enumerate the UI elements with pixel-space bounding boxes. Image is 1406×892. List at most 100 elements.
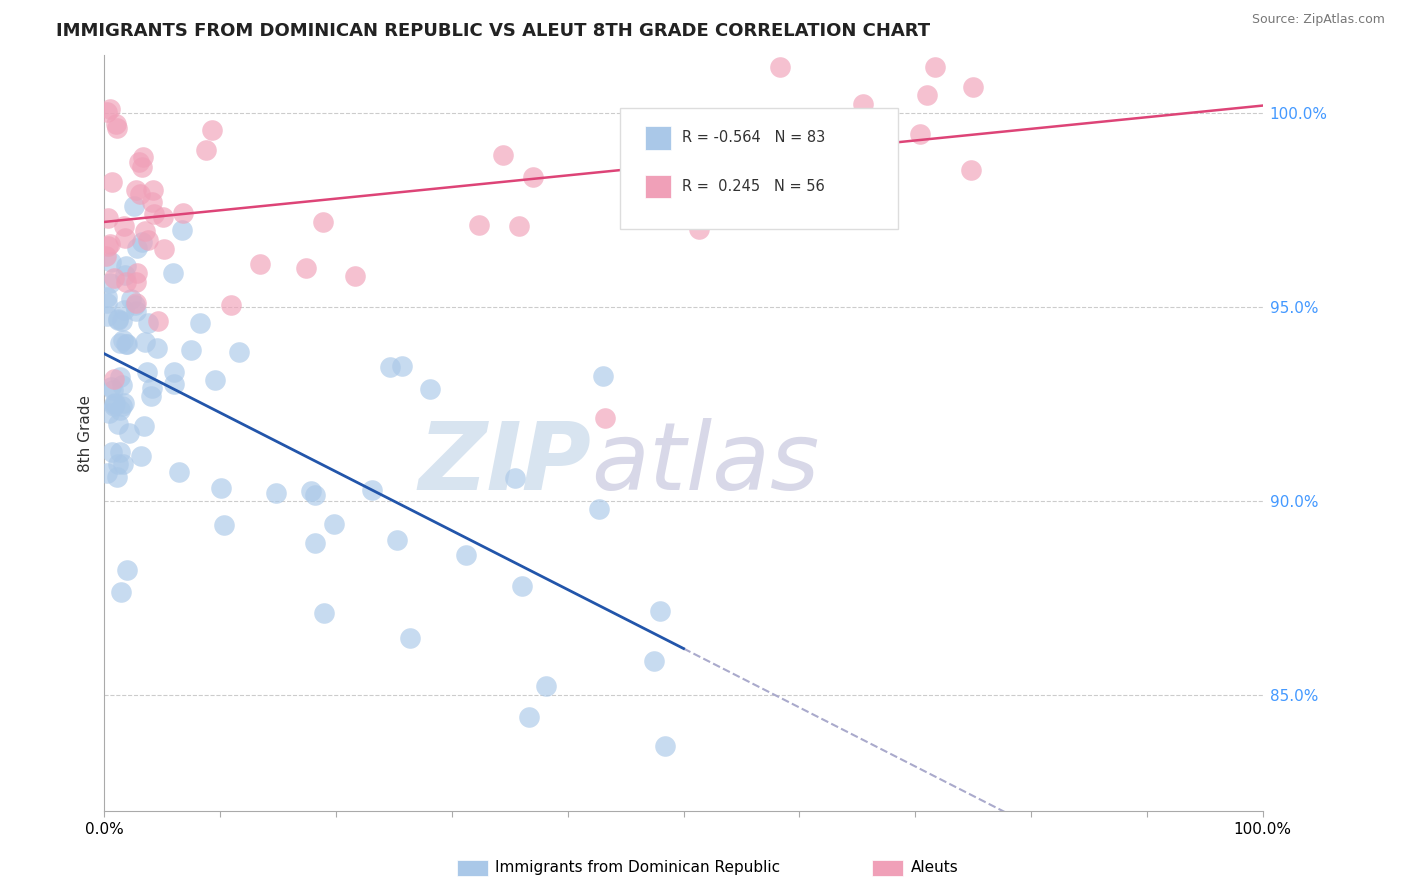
Point: [592, 368, 614, 383]
Y-axis label: 8th Grade: 8th Grade: [79, 395, 93, 472]
Point: [101, 445, 124, 459]
Point: [125, 275, 148, 289]
Point: [134, 224, 156, 238]
Point: [112, 333, 135, 347]
Point: [96, 467, 118, 481]
Point: [188, 317, 211, 331]
Point: [103, 397, 125, 411]
Point: [294, 260, 316, 275]
Point: [299, 484, 322, 499]
Point: [152, 210, 174, 224]
Text: Source: ZipAtlas.com: Source: ZipAtlas.com: [1251, 13, 1385, 27]
Point: [114, 231, 136, 245]
Point: [665, 111, 688, 125]
Point: [94, 249, 117, 263]
Point: [593, 410, 616, 425]
Point: [111, 314, 134, 328]
Point: [98, 237, 121, 252]
Point: [360, 483, 382, 497]
Point: [456, 548, 478, 562]
Point: [124, 298, 146, 312]
Point: [103, 384, 125, 398]
Point: [170, 222, 193, 236]
Text: ZIP: ZIP: [418, 417, 591, 509]
Point: [108, 445, 131, 459]
Point: [219, 298, 242, 312]
Point: [100, 380, 122, 394]
Point: [131, 235, 153, 249]
Point: [959, 163, 981, 178]
Bar: [645, 175, 671, 198]
Point: [112, 219, 135, 233]
Point: [115, 276, 138, 290]
Text: IMMIGRANTS FROM DOMINICAN REPUBLIC VS ALEUT 8TH GRADE CORRELATION CHART: IMMIGRANTS FROM DOMINICAN REPUBLIC VS AL…: [56, 22, 931, 40]
Point: [128, 186, 150, 201]
Point: [141, 194, 163, 209]
Point: [522, 169, 544, 184]
Point: [105, 117, 128, 131]
Point: [204, 373, 226, 387]
Point: [503, 471, 526, 485]
Point: [852, 97, 875, 112]
Point: [419, 382, 441, 396]
Point: [468, 218, 491, 232]
Point: [112, 396, 135, 410]
Point: [98, 102, 121, 116]
Point: [304, 536, 326, 550]
Point: [134, 334, 156, 349]
Point: [117, 563, 139, 577]
Point: [96, 105, 118, 120]
Text: R = -0.564   N = 83: R = -0.564 N = 83: [682, 130, 825, 145]
Point: [114, 303, 136, 318]
Point: [304, 488, 326, 502]
Point: [96, 290, 118, 304]
Point: [311, 215, 333, 229]
Point: [131, 160, 153, 174]
Point: [699, 194, 721, 208]
Point: [643, 654, 665, 668]
Point: [146, 314, 169, 328]
Point: [167, 465, 190, 479]
Point: [141, 381, 163, 395]
Point: [108, 335, 131, 350]
Point: [122, 199, 145, 213]
Point: [172, 206, 194, 220]
Point: [110, 585, 132, 599]
Point: [105, 120, 128, 135]
Point: [136, 316, 159, 330]
Point: [107, 458, 129, 472]
Point: [97, 239, 120, 253]
Point: [110, 370, 132, 384]
Point: [120, 293, 142, 307]
Point: [110, 403, 132, 417]
Point: [717, 146, 740, 161]
Point: [924, 60, 946, 74]
Point: [180, 343, 202, 357]
Point: [127, 241, 149, 255]
Text: Immigrants from Dominican Republic: Immigrants from Dominican Republic: [495, 861, 780, 875]
Point: [104, 396, 127, 410]
Point: [114, 337, 136, 351]
Point: [312, 606, 335, 620]
Point: [769, 60, 792, 74]
Point: [588, 501, 610, 516]
Point: [162, 266, 184, 280]
Point: [621, 166, 644, 180]
Point: [143, 207, 166, 221]
Point: [97, 211, 120, 225]
Point: [96, 296, 118, 310]
Point: [118, 425, 141, 440]
Point: [142, 183, 165, 197]
Point: [322, 517, 344, 532]
Point: [534, 679, 557, 693]
Point: [378, 359, 401, 374]
Point: [146, 341, 169, 355]
Point: [492, 147, 515, 161]
Point: [98, 276, 121, 290]
Point: [125, 266, 148, 280]
Point: [344, 269, 367, 284]
Point: [111, 399, 134, 413]
Point: [132, 419, 155, 434]
Point: [163, 376, 186, 391]
Point: [115, 336, 138, 351]
